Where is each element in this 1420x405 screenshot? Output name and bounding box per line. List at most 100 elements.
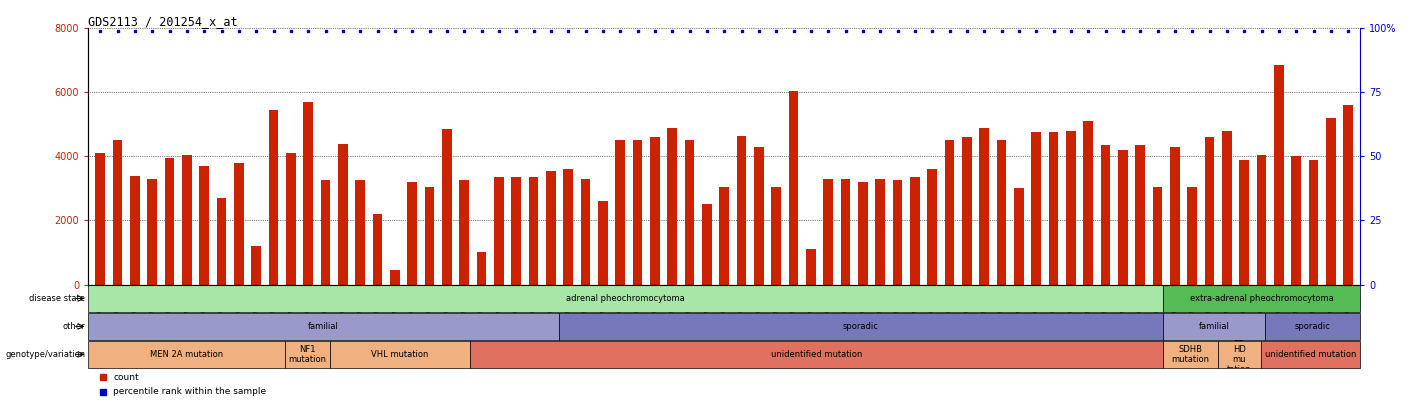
Bar xyxy=(547,171,555,284)
Bar xyxy=(95,153,105,284)
Bar xyxy=(373,214,382,284)
Bar xyxy=(1083,121,1093,284)
Bar xyxy=(1291,156,1301,284)
Bar xyxy=(1265,313,1360,340)
Bar xyxy=(824,179,834,284)
Bar xyxy=(980,128,988,284)
Bar xyxy=(131,176,139,284)
Bar xyxy=(199,166,209,284)
Bar xyxy=(997,141,1007,284)
Text: NF1
mutation: NF1 mutation xyxy=(288,345,327,364)
Text: VHL mutation: VHL mutation xyxy=(371,350,429,359)
Bar xyxy=(754,147,764,284)
Bar xyxy=(944,141,954,284)
Text: familial: familial xyxy=(1198,322,1230,331)
Bar xyxy=(701,205,711,284)
Bar xyxy=(841,179,851,284)
Bar xyxy=(684,141,694,284)
Bar xyxy=(1153,187,1163,284)
Text: SD
HD
mu
tation: SD HD mu tation xyxy=(1227,334,1252,375)
Bar xyxy=(182,155,192,284)
Bar xyxy=(1170,147,1180,284)
Bar xyxy=(1163,341,1218,368)
Bar xyxy=(615,141,625,284)
Bar xyxy=(910,177,920,284)
Bar xyxy=(1257,155,1267,284)
Bar xyxy=(285,341,329,368)
Bar xyxy=(1223,131,1231,284)
Bar xyxy=(1100,145,1110,284)
Bar xyxy=(1240,160,1250,284)
Bar xyxy=(1309,160,1318,284)
Bar xyxy=(1014,188,1024,284)
Bar xyxy=(338,144,348,284)
Bar xyxy=(494,177,504,284)
Bar xyxy=(771,187,781,284)
Bar xyxy=(1326,118,1336,284)
Bar xyxy=(807,249,815,284)
Bar xyxy=(1343,105,1353,284)
Bar xyxy=(559,313,1163,340)
Bar xyxy=(633,141,642,284)
Bar xyxy=(285,153,295,284)
Bar xyxy=(88,285,1163,312)
Bar xyxy=(268,110,278,284)
Bar xyxy=(564,169,572,284)
Bar xyxy=(1274,65,1284,284)
Bar xyxy=(112,141,122,284)
Bar xyxy=(1118,150,1127,284)
Bar xyxy=(720,187,728,284)
Bar xyxy=(581,179,591,284)
Text: adrenal pheochromocytoma: adrenal pheochromocytoma xyxy=(567,294,684,303)
Bar xyxy=(88,341,285,368)
Text: MEN 2A mutation: MEN 2A mutation xyxy=(151,350,223,359)
Bar xyxy=(1163,313,1265,340)
Bar xyxy=(528,177,538,284)
Text: disease state: disease state xyxy=(30,294,85,303)
Bar xyxy=(442,129,452,284)
Bar xyxy=(788,91,798,284)
Bar xyxy=(234,163,244,284)
Bar xyxy=(88,313,559,340)
Bar xyxy=(408,182,417,284)
Text: sporadic: sporadic xyxy=(1295,322,1331,331)
Bar xyxy=(217,198,226,284)
Bar xyxy=(165,158,175,284)
Text: SDHB
mutation: SDHB mutation xyxy=(1172,345,1210,364)
Bar xyxy=(470,341,1163,368)
Text: genotype/variation: genotype/variation xyxy=(6,350,85,359)
Text: familial: familial xyxy=(308,322,339,331)
Bar xyxy=(391,270,399,284)
Bar xyxy=(963,137,971,284)
Text: count: count xyxy=(114,373,139,382)
Bar xyxy=(355,181,365,284)
Bar xyxy=(321,181,331,284)
Bar xyxy=(511,177,521,284)
Bar xyxy=(876,179,885,284)
Bar xyxy=(329,341,470,368)
Text: GDS2113 / 201254_x_at: GDS2113 / 201254_x_at xyxy=(88,15,237,28)
Text: other: other xyxy=(62,322,85,331)
Bar xyxy=(1136,145,1145,284)
Bar xyxy=(858,182,868,284)
Bar xyxy=(1163,285,1360,312)
Bar xyxy=(1204,137,1214,284)
Bar xyxy=(737,136,747,284)
Bar xyxy=(1049,132,1058,284)
Bar xyxy=(1187,187,1197,284)
Bar xyxy=(1066,131,1075,284)
Text: unidentified mutation: unidentified mutation xyxy=(771,350,862,359)
Bar xyxy=(650,137,660,284)
Text: extra-adrenal pheochromocytoma: extra-adrenal pheochromocytoma xyxy=(1190,294,1333,303)
Bar xyxy=(477,252,486,284)
Bar xyxy=(425,187,435,284)
Bar xyxy=(893,181,902,284)
Bar xyxy=(251,246,261,284)
Bar xyxy=(460,181,469,284)
Bar xyxy=(304,102,312,284)
Bar xyxy=(148,179,158,284)
Text: percentile rank within the sample: percentile rank within the sample xyxy=(114,387,267,396)
Text: sporadic: sporadic xyxy=(843,322,879,331)
Bar xyxy=(598,201,608,284)
Bar xyxy=(667,128,677,284)
